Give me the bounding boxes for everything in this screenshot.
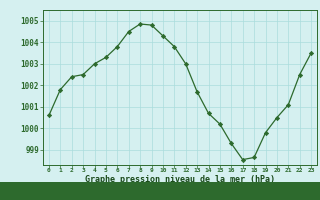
X-axis label: Graphe pression niveau de la mer (hPa): Graphe pression niveau de la mer (hPa) [85,175,275,184]
